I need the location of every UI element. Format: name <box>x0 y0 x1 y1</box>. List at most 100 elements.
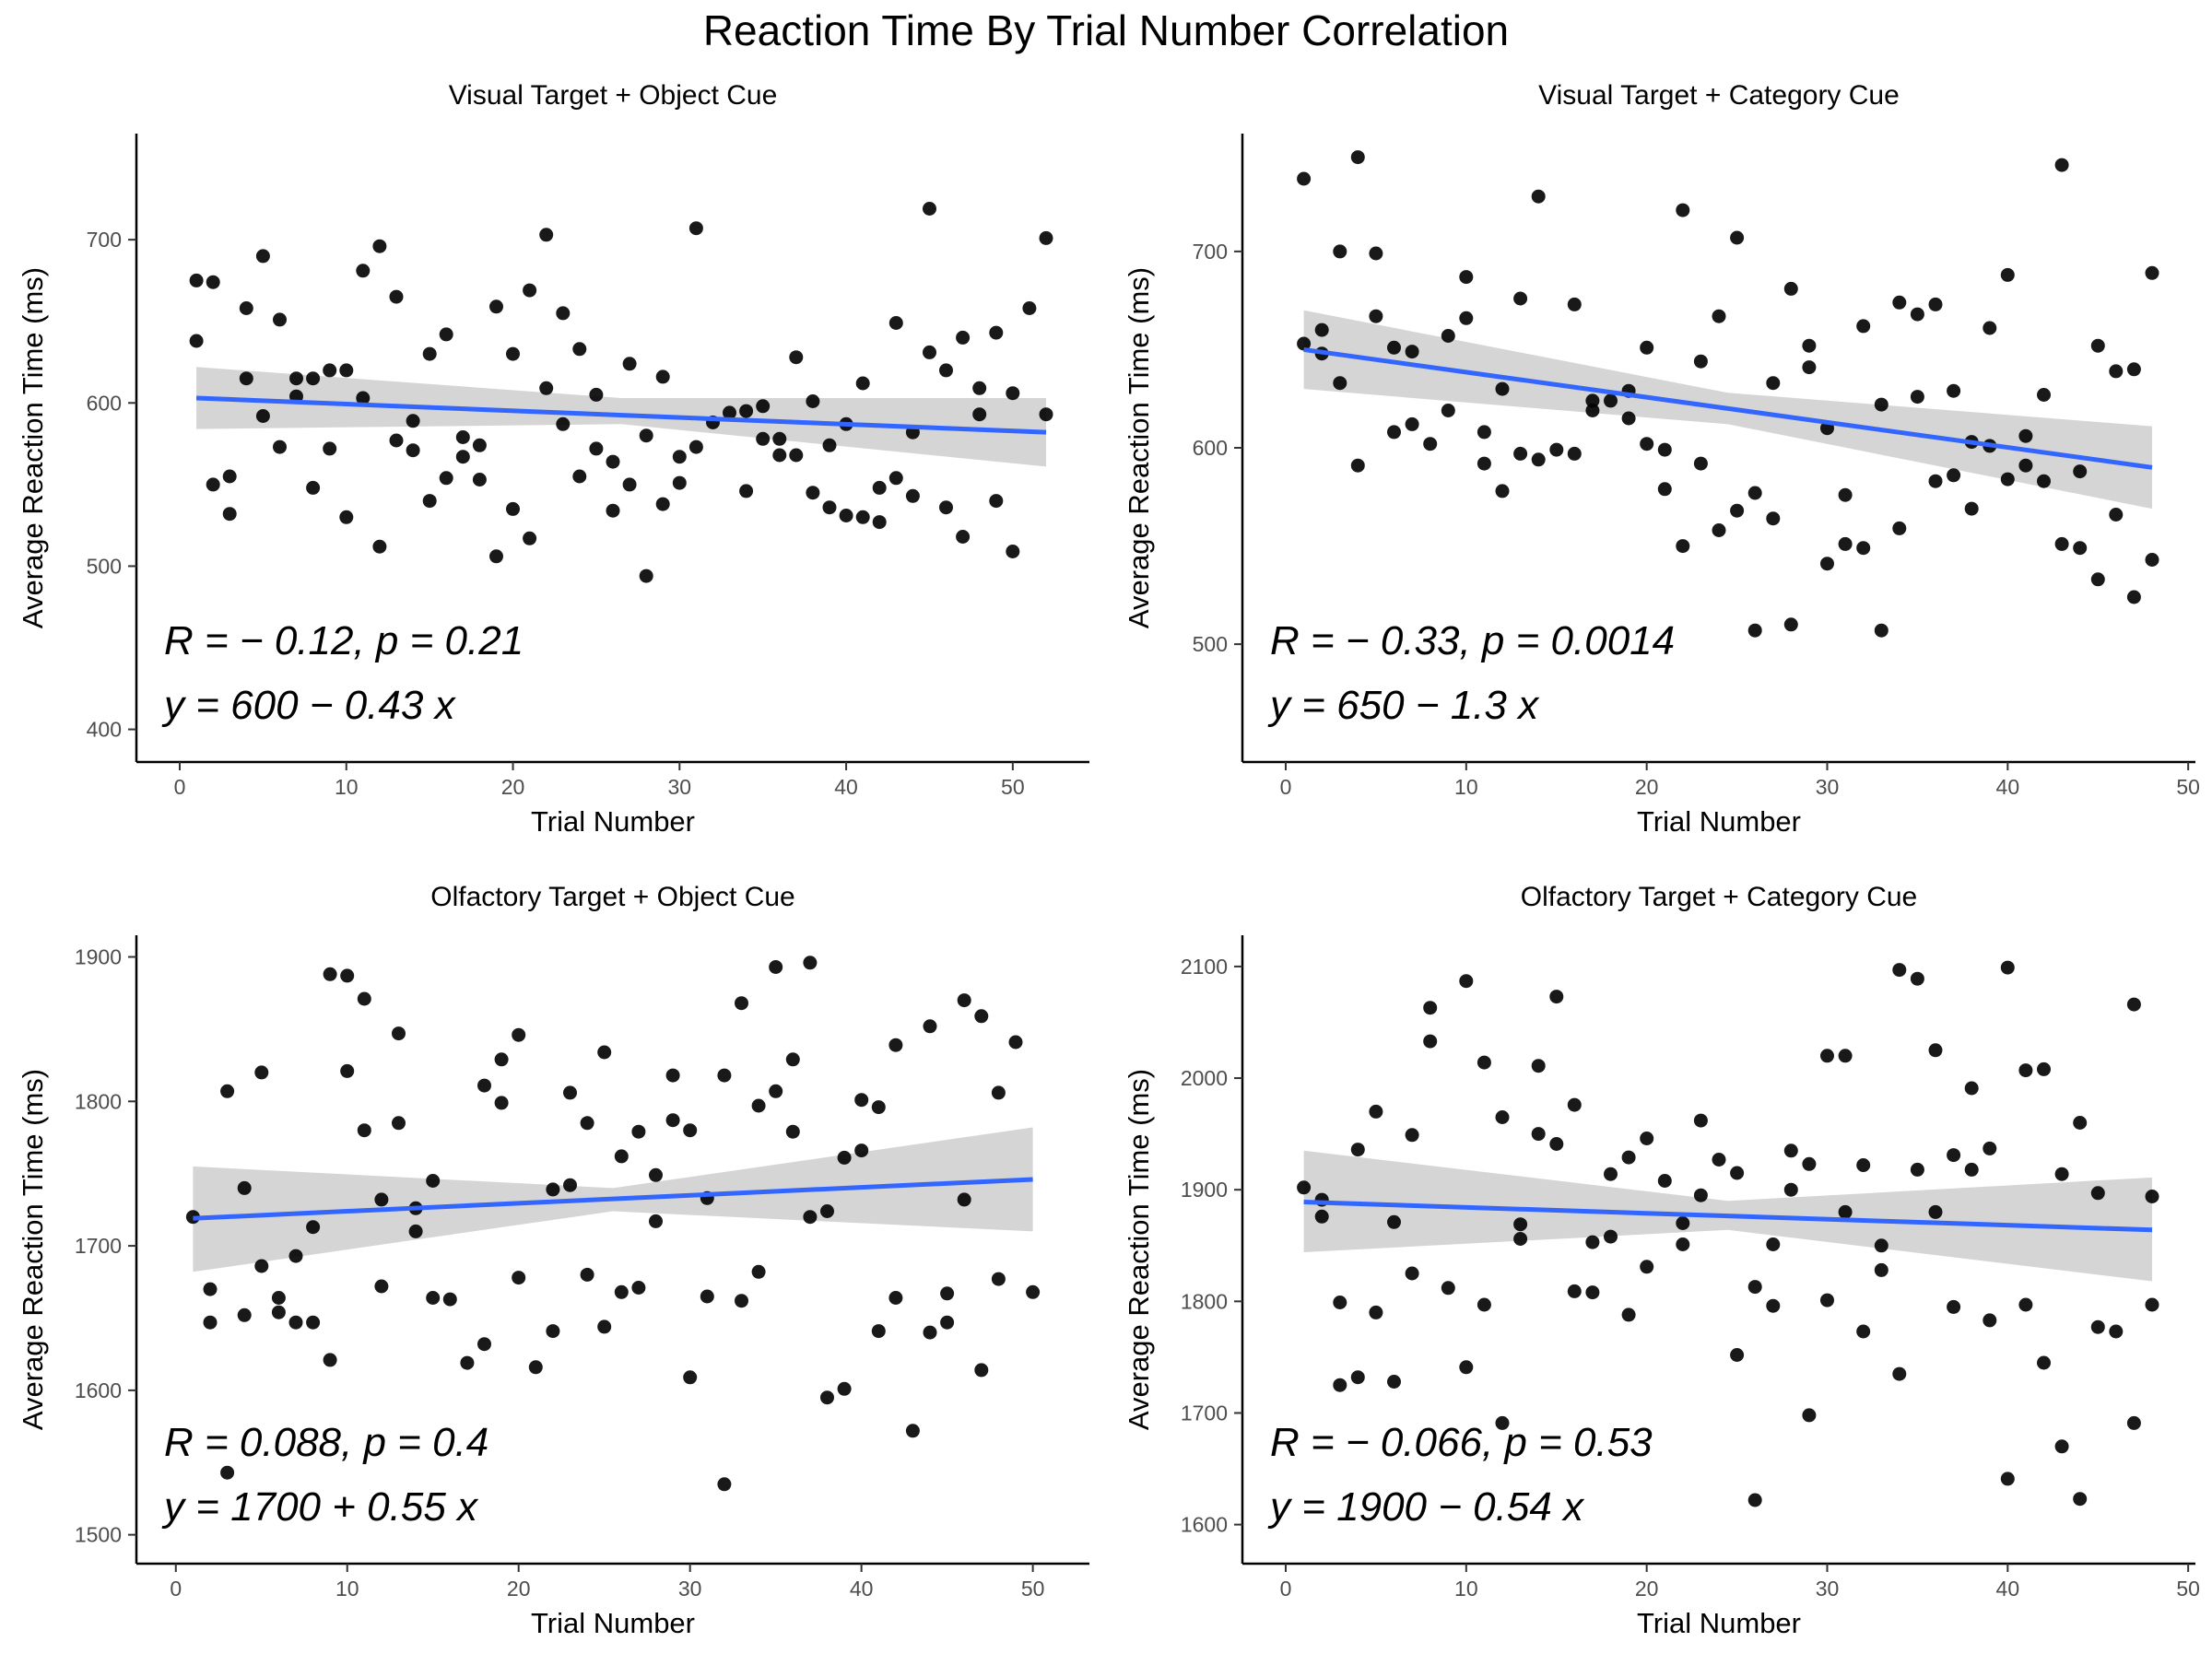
data-point <box>1531 189 1546 204</box>
y-tick-label: 700 <box>1193 240 1228 264</box>
data-point <box>739 404 754 418</box>
data-point <box>2054 1167 2069 1181</box>
data-point <box>1802 1156 1817 1171</box>
data-point <box>1297 336 1312 351</box>
data-point <box>2109 508 2124 522</box>
data-point <box>1531 1059 1546 1073</box>
data-point <box>1314 1209 1329 1224</box>
x-tick-label: 40 <box>834 775 858 799</box>
data-point <box>477 1337 491 1352</box>
data-point <box>905 1424 920 1438</box>
data-point <box>1387 1214 1401 1229</box>
data-point <box>837 1381 852 1396</box>
x-tick-label: 40 <box>850 1577 874 1601</box>
data-point <box>1747 1280 1762 1295</box>
data-point <box>756 399 771 414</box>
data-point <box>1730 1166 1745 1180</box>
data-point <box>523 283 537 298</box>
data-point <box>1039 230 1053 245</box>
data-point <box>1585 1235 1600 1249</box>
data-point <box>665 1113 680 1128</box>
data-point <box>1549 1137 1564 1151</box>
data-point <box>2126 362 2141 377</box>
scatter-plot: Olfactory Target + Category Cue 0 10 20 30 40… <box>1123 882 2200 1639</box>
data-point <box>2073 1116 2088 1130</box>
data-point <box>940 1286 955 1301</box>
data-point <box>1477 456 1491 471</box>
data-point <box>1350 1370 1365 1385</box>
data-point <box>1423 1034 1438 1049</box>
data-point <box>1604 1229 1618 1244</box>
data-point <box>1008 1035 1023 1050</box>
y-tick-label: 700 <box>87 228 122 252</box>
data-point <box>772 431 787 446</box>
data-point <box>1495 1415 1510 1430</box>
data-point <box>1657 1174 1672 1188</box>
data-point <box>2090 338 2105 353</box>
data-point <box>288 1315 303 1330</box>
data-point <box>356 391 371 405</box>
data-point <box>357 991 371 1006</box>
data-point <box>939 500 953 515</box>
data-point <box>1802 360 1817 375</box>
data-point <box>512 1271 526 1285</box>
data-point <box>1766 1298 1781 1313</box>
data-point <box>426 1291 441 1305</box>
data-point <box>822 438 837 452</box>
data-point <box>1838 1049 1853 1063</box>
data-point <box>1423 1001 1438 1015</box>
data-point <box>1369 1305 1383 1319</box>
data-point <box>222 507 237 522</box>
data-point <box>289 371 303 386</box>
data-point <box>1405 1128 1419 1143</box>
data-point <box>472 438 487 452</box>
data-point <box>1604 1167 1618 1181</box>
data-point <box>442 1292 457 1307</box>
data-point <box>1621 1308 1636 1322</box>
data-point <box>203 1315 218 1330</box>
data-point <box>785 1124 800 1139</box>
data-point <box>1585 1285 1600 1300</box>
y-tick-label: 1800 <box>75 1089 122 1113</box>
data-point <box>1387 340 1401 355</box>
data-point <box>389 433 404 448</box>
correlation-label: R = − 0.12, p = 0.21 <box>164 618 524 663</box>
data-point <box>546 1324 560 1339</box>
data-point <box>631 1281 646 1295</box>
data-point <box>888 1038 903 1052</box>
data-point <box>1766 511 1781 526</box>
panel-title: Visual Target + Object Cue <box>449 80 778 111</box>
data-point <box>494 1052 509 1067</box>
data-point <box>460 1355 475 1370</box>
regression-line <box>193 1177 1033 1221</box>
y-tick-label: 600 <box>87 391 122 415</box>
data-point <box>1730 1348 1745 1362</box>
data-point <box>855 376 870 391</box>
panel-visual-category: Visual Target + Category Cue 0 10 20 30 40 50 5… <box>1106 74 2212 875</box>
data-point <box>1477 1297 1491 1312</box>
x-axis-label: Trial Number <box>531 1607 695 1639</box>
data-point <box>597 1319 612 1334</box>
x-tick-label: 50 <box>2176 775 2200 799</box>
data-point <box>2090 1186 2105 1201</box>
data-point <box>1693 1113 1708 1128</box>
data-point <box>206 275 220 289</box>
data-point <box>1531 452 1546 467</box>
data-point <box>1513 1232 1528 1246</box>
data-point <box>972 381 987 395</box>
data-point <box>923 1325 937 1340</box>
data-point <box>273 440 287 454</box>
data-point <box>639 428 653 443</box>
data-point <box>2073 1492 2088 1507</box>
data-point <box>1350 458 1365 473</box>
data-point <box>974 1009 989 1024</box>
data-point <box>1333 244 1347 259</box>
data-point <box>989 494 1004 509</box>
data-point <box>1910 307 1924 322</box>
y-tick-label: 1600 <box>75 1378 122 1402</box>
x-tick-label: 0 <box>1280 775 1292 799</box>
regression-line <box>1303 346 2153 470</box>
data-point <box>1747 623 1762 638</box>
data-point <box>306 371 321 386</box>
data-point <box>2054 158 2069 172</box>
